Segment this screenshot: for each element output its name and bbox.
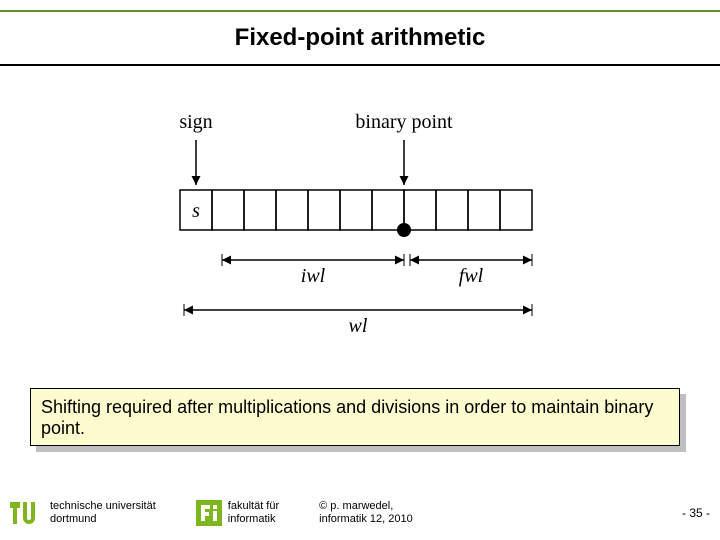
copy-line1: © p. marwedel, xyxy=(319,500,413,513)
page-title: Fixed-point arithmetic xyxy=(0,24,720,52)
note-text: Shifting required after multiplications … xyxy=(31,389,679,447)
svg-text:binary point: binary point xyxy=(355,111,453,133)
top-rule xyxy=(0,10,720,12)
svg-text:sign: sign xyxy=(179,111,212,133)
fi-logo xyxy=(196,500,222,526)
page-number: - 35 - xyxy=(682,506,710,520)
note-box: Shifting required after multiplications … xyxy=(30,388,680,446)
footer-copyright: © p. marwedel, informatik 12, 2010 xyxy=(319,500,413,525)
uni-line2: dortmund xyxy=(50,513,156,526)
fak-line1: fakultät für xyxy=(228,500,279,513)
fixed-point-diagram: sign binary point s iwl fwl wl xyxy=(150,100,570,350)
copy-line2: informatik 12, 2010 xyxy=(319,513,413,526)
svg-text:wl: wl xyxy=(349,315,368,337)
footer: technische universität dortmund fakultät… xyxy=(0,490,720,540)
fak-line2: informatik xyxy=(228,513,279,526)
svg-text:iwl: iwl xyxy=(301,265,326,287)
uni-line1: technische universität xyxy=(50,500,156,513)
tu-logo xyxy=(10,496,44,530)
svg-text:fwl: fwl xyxy=(459,265,484,287)
footer-uni: technische universität dortmund xyxy=(50,500,156,525)
title-underline xyxy=(0,64,720,66)
svg-text:s: s xyxy=(192,200,200,222)
footer-fakultaet: fakultät für informatik xyxy=(228,500,279,525)
